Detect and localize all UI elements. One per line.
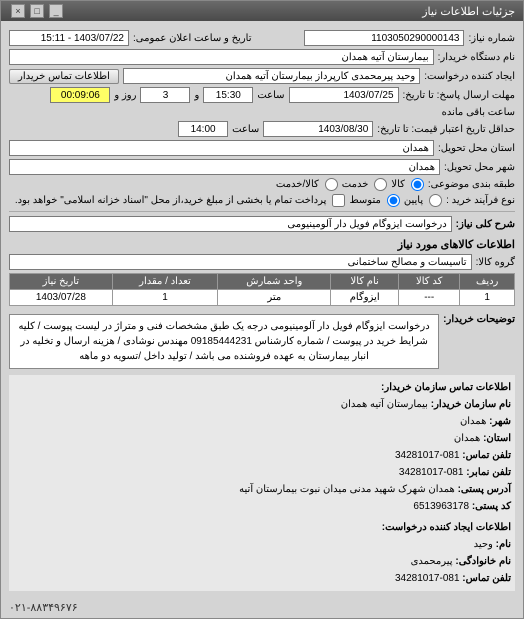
category-label: طبقه بندی موضوعی: [428, 179, 515, 190]
cat-service-radio[interactable] [374, 178, 387, 191]
valid-date-field: 1403/08/30 [263, 121, 373, 137]
org-value: بیمارستان آتیه همدان [341, 399, 428, 410]
cell-code: --- [399, 290, 460, 306]
cell-name: ایزوگام [331, 290, 399, 306]
time-remain-field: 00:09:06 [50, 87, 110, 103]
cell-date: 1403/07/28 [10, 290, 113, 306]
creator-name-value: وحید [474, 539, 493, 550]
req-no-field: 1103050290000143 [304, 30, 464, 46]
contact-city-label: شهر: [489, 416, 511, 427]
col-name: نام کالا [331, 274, 399, 290]
window-frame: جزئیات اطلاعات نیاز _ □ × شماره نیاز: 11… [0, 0, 524, 619]
window-title: جزئیات اطلاعات نیاز [422, 5, 515, 18]
process-label: نوع فرآیند خرید : [446, 195, 515, 206]
province-label: استان محل تحویل: [438, 143, 515, 154]
cat-goods-service-label: کالا/خدمت [276, 179, 319, 190]
reply-date-field: 1403/07/25 [289, 87, 399, 103]
creator-field: وحید پیرمحمدی کارپرداز بیمارستان آتیه هم… [123, 68, 420, 84]
cell-idx: 1 [460, 290, 515, 306]
contact-postal-value: 6513963178 [413, 501, 469, 512]
reply-time-field: 15:30 [203, 87, 253, 103]
day-label: روز و [114, 90, 136, 101]
cell-unit: متر [218, 290, 331, 306]
buyer-device-label: نام دستگاه خریدار: [438, 52, 515, 63]
creator-phone-label: تلفن تماس: [462, 573, 511, 584]
valid-until-label: حداقل تاریخ اعتبار قیمت: تا تاریخ: [377, 124, 515, 135]
titlebar: جزئیات اطلاعات نیاز _ □ × [1, 1, 523, 21]
group-field: تاسیسات و مصالح ساختمانی [9, 254, 472, 270]
close-icon[interactable]: × [11, 4, 25, 18]
time-label-1: ساعت [257, 90, 284, 101]
group-label: گروه کالا: [476, 257, 515, 268]
contact-province-label: استان: [483, 433, 511, 444]
maximize-icon[interactable]: □ [30, 4, 44, 18]
creator-label: ایجاد کننده درخواست: [424, 71, 515, 82]
goods-table: ردیف کد کالا نام کالا واحد شمارش تعداد /… [9, 273, 515, 306]
contact-section-title: اطلاعات تماس سازمان خریدار: [13, 379, 511, 396]
pub-datetime-field: 1403/07/22 - 15:11 [9, 30, 129, 46]
window-controls: _ □ × [9, 4, 63, 18]
creator-phone-value: 081-34281017 [395, 573, 460, 584]
days-remain-field: 3 [140, 87, 190, 103]
contact-city-value: همدان [460, 416, 486, 427]
req-no-label: شماره نیاز: [468, 33, 515, 44]
proc-mid-label: متوسط [349, 195, 380, 206]
contact-phone-label: تلفن تماس: [462, 450, 511, 461]
org-label: نام سازمان خریدار: [431, 399, 511, 410]
content-area: شماره نیاز: 1103050290000143 تاریخ و ساع… [1, 21, 523, 597]
proc-low-radio[interactable] [429, 194, 442, 207]
buyer-notes-label: توضیحات خریدار: [443, 310, 515, 325]
table-header-row: ردیف کد کالا نام کالا واحد شمارش تعداد /… [10, 274, 515, 290]
creator-surname-label: نام خانوادگی: [455, 556, 511, 567]
cat-goods-service-radio[interactable] [325, 178, 338, 191]
buyer-device-field: بیمارستان آتیه همدان [9, 49, 434, 65]
time-remain-label: ساعت باقی مانده [442, 107, 515, 118]
general-desc-field: درخواست ایزوگام فویل دار آلومینیومی [9, 216, 452, 232]
city-field: همدان [9, 159, 440, 175]
footer-phone: ۰۲۱-۸۸۳۴۹۶۷۶ [1, 597, 523, 618]
creator-name-label: نام: [496, 539, 511, 550]
separator [9, 211, 515, 212]
creator-section-title: اطلاعات ایجاد کننده درخواست: [13, 519, 511, 536]
cat-goods-radio[interactable] [411, 178, 424, 191]
contact-fax-label: تلفن نمابر: [466, 467, 511, 478]
creator-surname-value: پیرمحمدی [411, 556, 453, 567]
reply-deadline-label: مهلت ارسال پاسخ: تا تاریخ: [403, 90, 515, 101]
proc-note-label: پرداخت تمام یا بخشی از مبلغ خرید،از محل … [15, 195, 327, 206]
col-unit: واحد شمارش [218, 274, 331, 290]
proc-note-checkbox[interactable] [332, 194, 345, 207]
contact-buyer-button[interactable]: اطلاعات تماس خریدار [9, 69, 119, 84]
valid-time-field: 14:00 [178, 121, 228, 137]
contact-province-value: همدان [454, 433, 480, 444]
cat-goods-label: کالا [391, 179, 405, 190]
city-label: شهر محل تحویل: [444, 162, 515, 173]
buyer-notes-box: درخواست ایزوگام فویل دار آلومینیومی درجه… [9, 314, 439, 369]
contact-postal-label: کد پستی: [472, 501, 511, 512]
province-field: همدان [9, 140, 434, 156]
minimize-icon[interactable]: _ [49, 4, 63, 18]
contact-phone-value: 081-34281017 [395, 450, 460, 461]
and-label: و [194, 90, 199, 101]
contact-fax-value: 081-34281017 [399, 467, 464, 478]
cell-qty: 1 [112, 290, 218, 306]
general-desc-label: شرح کلی نیاز: [456, 219, 515, 230]
col-date: تاریخ نیاز [10, 274, 113, 290]
contact-info-block: اطلاعات تماس سازمان خریدار: نام سازمان خ… [9, 375, 515, 591]
col-qty: تعداد / مقدار [112, 274, 218, 290]
cat-service-label: خدمت [342, 179, 369, 190]
proc-low-label: پایین [404, 195, 423, 206]
contact-address-label: آدرس پستی: [458, 484, 511, 495]
contact-address-value: همدان شهرک شهید مدنی میدان نبوت بیمارستا… [239, 484, 455, 495]
table-row[interactable]: 1 --- ایزوگام متر 1 1403/07/28 [10, 290, 515, 306]
goods-section-title: اطلاعات کالاهای مورد نیاز [9, 238, 515, 251]
time-label-2: ساعت [232, 124, 259, 135]
proc-mid-radio[interactable] [387, 194, 400, 207]
col-code: کد کالا [399, 274, 460, 290]
pub-datetime-label: تاریخ و ساعت اعلان عمومی: [133, 33, 252, 44]
col-idx: ردیف [460, 274, 515, 290]
